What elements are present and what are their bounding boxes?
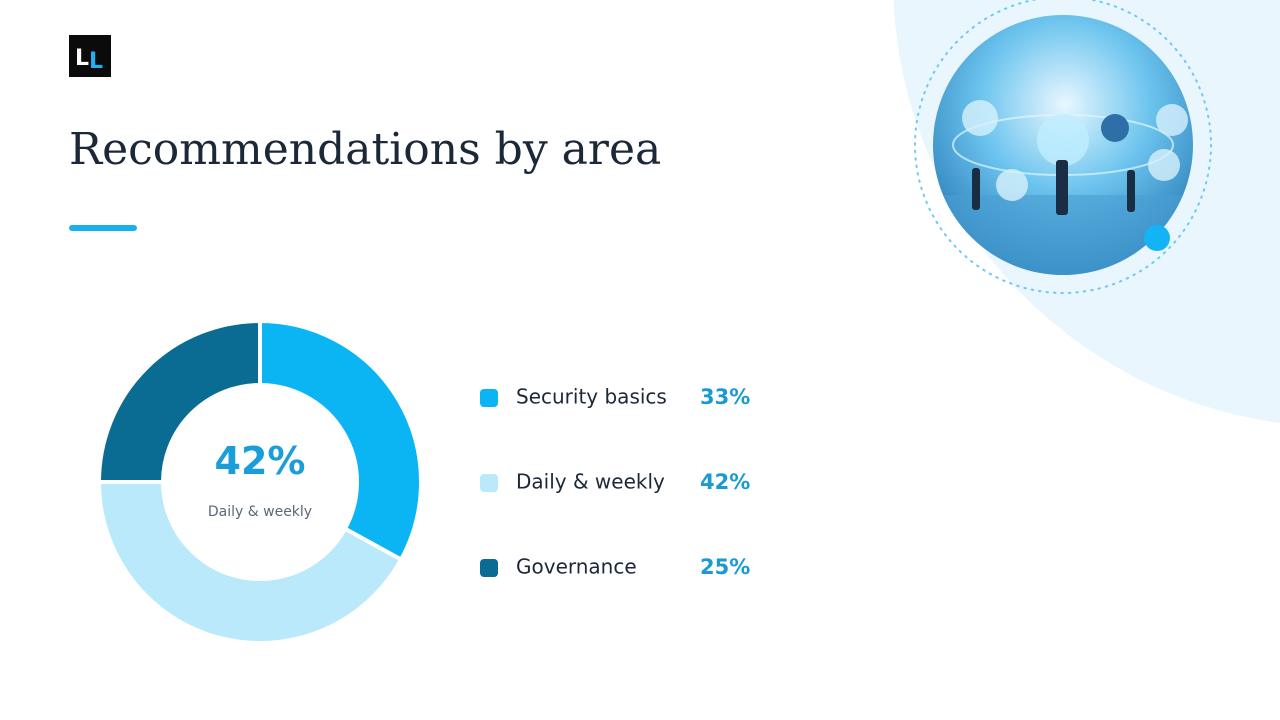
legend-swatch — [480, 474, 498, 492]
value-label: 25% — [700, 555, 750, 579]
legend-label: Security basics — [516, 385, 667, 409]
accent-dot — [1144, 225, 1170, 251]
logo-letter: L — [75, 46, 89, 71]
logo-letter: L — [89, 49, 103, 74]
center-label: Daily & weekly — [208, 504, 312, 520]
legend-label: Daily & weekly — [516, 470, 665, 494]
logo-box — [69, 35, 111, 77]
value-label: 42% — [700, 470, 750, 494]
legend-swatch — [480, 389, 498, 407]
donut — [96, 318, 423, 645]
accent-bar — [69, 225, 137, 231]
chart-title: Recommendations by area — [69, 124, 661, 175]
center-value: 42% — [215, 439, 306, 483]
donut-segment — [96, 318, 262, 484]
legend-swatch — [480, 559, 498, 577]
donut-segment — [258, 318, 423, 563]
dotted-ring — [914, 0, 1212, 294]
value-label: 33% — [700, 385, 750, 409]
legend-label: Governance — [516, 555, 637, 579]
legend: Security basics 33% Daily & weekly 42% Gover… — [480, 385, 750, 579]
donut-segment — [96, 480, 404, 645]
